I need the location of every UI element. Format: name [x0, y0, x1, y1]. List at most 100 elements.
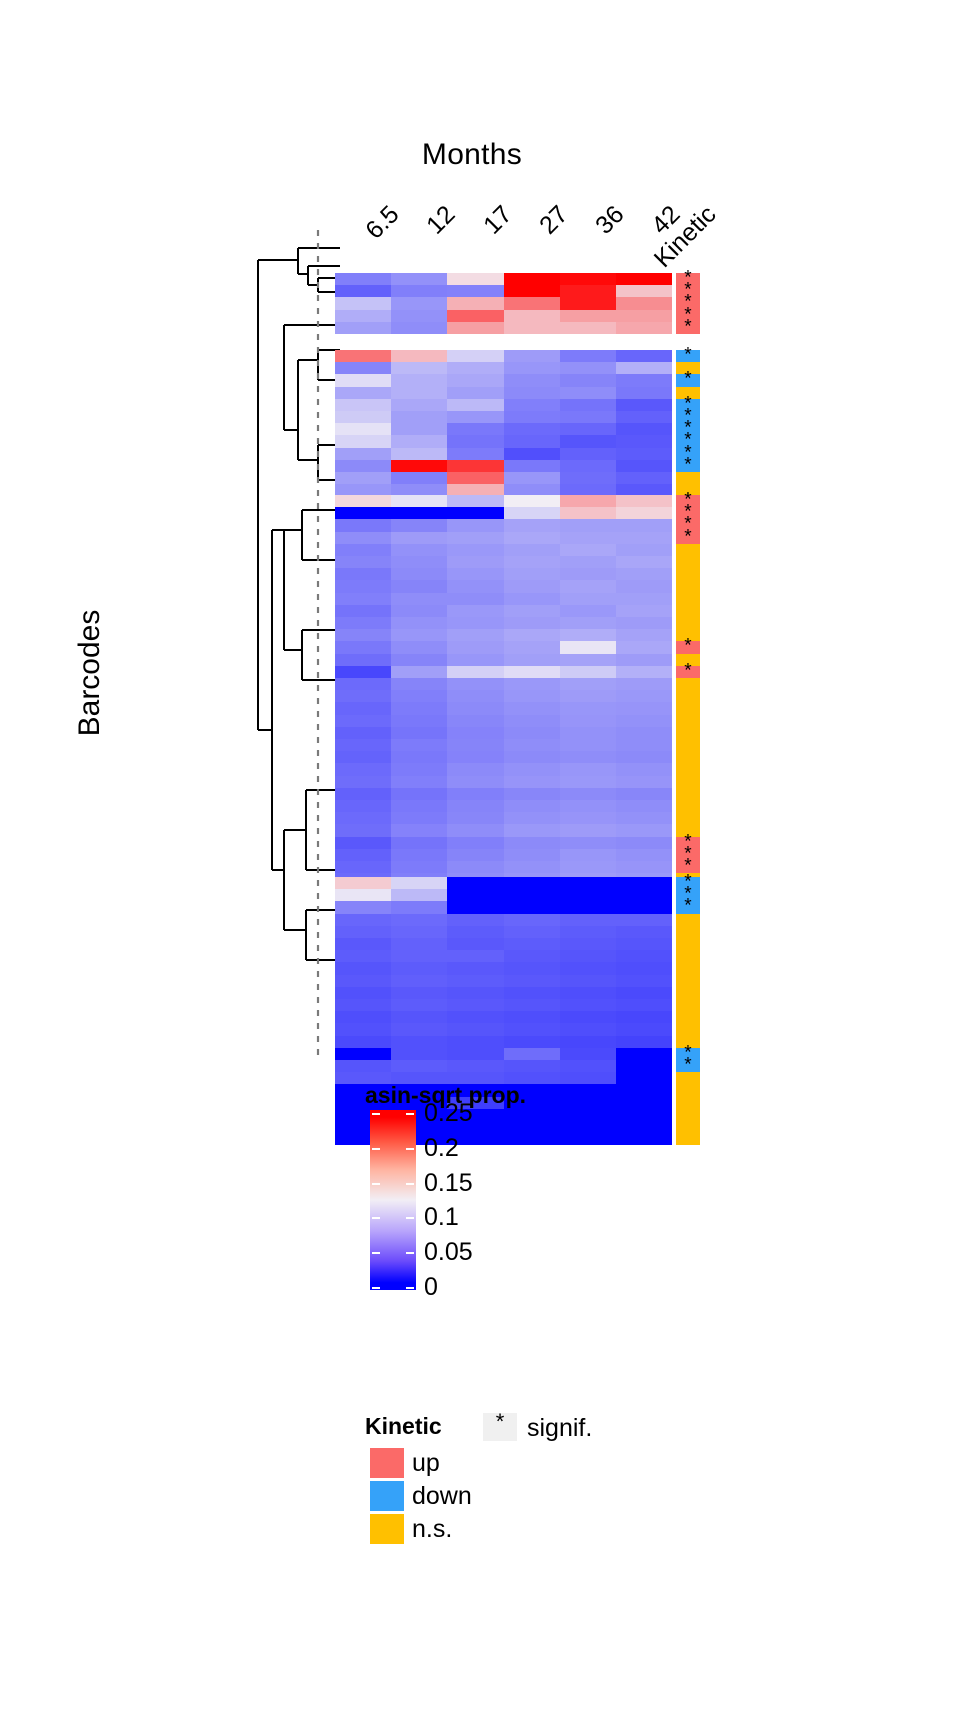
heatmap-row: [335, 775, 672, 788]
heatmap-cell: [335, 763, 392, 776]
heatmap-cell: [559, 690, 616, 703]
heatmap-cell: [615, 285, 672, 298]
heatmap-cell: [447, 690, 504, 703]
heatmap-cell: [503, 471, 560, 485]
kinetic-cell-ns: [676, 1133, 700, 1146]
colorbar-gradient: [370, 1110, 416, 1290]
heatmap-cell: [447, 604, 504, 617]
heatmap-cell: [503, 1072, 560, 1085]
heatmap-cell: [615, 860, 672, 874]
heatmap-cell: [447, 459, 504, 472]
heatmap-cell: [335, 677, 392, 691]
heatmap-cell: [335, 362, 392, 375]
heatmap-cell: [447, 925, 504, 938]
colorbar-tick-mark: [372, 1252, 380, 1255]
kinetic-cell-up: *: [676, 844, 700, 863]
heatmap-cell: [391, 714, 448, 727]
heatmap-cell: [391, 1023, 448, 1036]
kinetic-legend-label: n.s.: [412, 1515, 453, 1543]
kinetic-cell-ns: [676, 543, 700, 556]
heatmap-cell: [615, 824, 672, 837]
heatmap-cell: [503, 273, 560, 286]
heatmap-cell: [503, 775, 560, 788]
heatmap-cell: [391, 1096, 448, 1109]
heatmap-cell: [335, 812, 392, 825]
heatmap-cell: [391, 519, 448, 532]
heatmap-cell: [447, 297, 504, 310]
heatmap-cell: [447, 1133, 504, 1146]
heatmap-cell: [615, 1084, 672, 1097]
significance-star-icon: *: [684, 316, 692, 338]
heatmap-cell: [335, 507, 392, 520]
kinetic-cell-up: *: [676, 281, 700, 300]
row-dendrogram: [257, 230, 340, 1060]
heatmap-cell: [335, 604, 392, 617]
heatmap-cell: [335, 1035, 392, 1048]
heatmap-cell: [615, 1072, 672, 1085]
heatmap-cell: [615, 386, 672, 399]
heatmap-cell: [447, 799, 504, 813]
heatmap-cell: [391, 775, 448, 788]
heatmap-cell: [559, 1072, 616, 1085]
heatmap-cell: [391, 435, 448, 448]
heatmap-cell: [391, 641, 448, 654]
kinetic-cell-down: *: [676, 346, 700, 365]
heatmap-row: [335, 925, 672, 938]
heatmap-cell: [335, 714, 392, 727]
heatmap-cell: [559, 812, 616, 825]
heatmap-row: [335, 374, 672, 387]
kinetic-cell-ns: [676, 812, 700, 825]
heatmap-cell: [391, 592, 448, 605]
heatmap-cell: [447, 309, 504, 322]
heatmap-row: [335, 386, 672, 399]
heatmap-cell: [335, 738, 392, 752]
heatmap-cell: [503, 962, 560, 975]
heatmap-cell: [447, 555, 504, 569]
kinetic-cell-ns: [676, 775, 700, 788]
heatmap-cell: [615, 925, 672, 938]
kinetic-cell-ns: [676, 604, 700, 617]
heatmap-row: [335, 986, 672, 999]
heatmap-cell: [615, 398, 672, 411]
kinetic-cell-ns: [676, 913, 700, 926]
heatmap-cell: [503, 877, 560, 890]
kinetic-cell-ns: [676, 702, 700, 715]
heatmap-cell: [503, 568, 560, 581]
kinetic-annotation-block-4: * * * * *: [676, 873, 700, 1146]
heatmap-cell: [335, 568, 392, 581]
significance-star-icon: *: [684, 344, 692, 366]
kinetic-cell-down: *: [676, 897, 700, 916]
kinetic-cell-up: *: [676, 317, 700, 336]
heatmap-cell: [503, 726, 560, 739]
heatmap-cell: [503, 925, 560, 938]
heatmap-cell: [559, 962, 616, 975]
heatmap-cell: [391, 398, 448, 411]
kinetic-cell-ns: [676, 1084, 700, 1097]
heatmap-cell: [335, 592, 392, 605]
heatmap-cell: [503, 690, 560, 703]
heatmap-row: [335, 998, 672, 1012]
heatmap-cell: [615, 1120, 672, 1134]
heatmap-cell: [447, 763, 504, 776]
heatmap-cell: [559, 1059, 616, 1073]
heatmap-cell: [559, 1108, 616, 1121]
heatmap-cell: [615, 913, 672, 926]
heatmap-cell: [615, 998, 672, 1012]
kinetic-cell-down: *: [676, 370, 700, 389]
heatmap-cell: [335, 974, 392, 987]
heatmap-cell: [335, 1096, 392, 1109]
kinetic-cell-down: *: [676, 1056, 700, 1075]
heatmap-row: [335, 1059, 672, 1073]
heatmap-cell: [391, 986, 448, 999]
heatmap-cell: [559, 297, 616, 310]
heatmap-row: [335, 738, 672, 752]
heatmap-cell: [503, 616, 560, 630]
kinetic-cell-up: *: [676, 515, 700, 534]
heatmap-cell: [391, 836, 448, 849]
kinetic-cell-down: *: [676, 873, 700, 892]
heatmap-cell: [559, 362, 616, 375]
heatmap-row: [335, 962, 672, 975]
heatmap-cell: [391, 901, 448, 914]
kinetic-cell-ns: [676, 386, 700, 399]
kinetic-cell-ns: [676, 950, 700, 963]
